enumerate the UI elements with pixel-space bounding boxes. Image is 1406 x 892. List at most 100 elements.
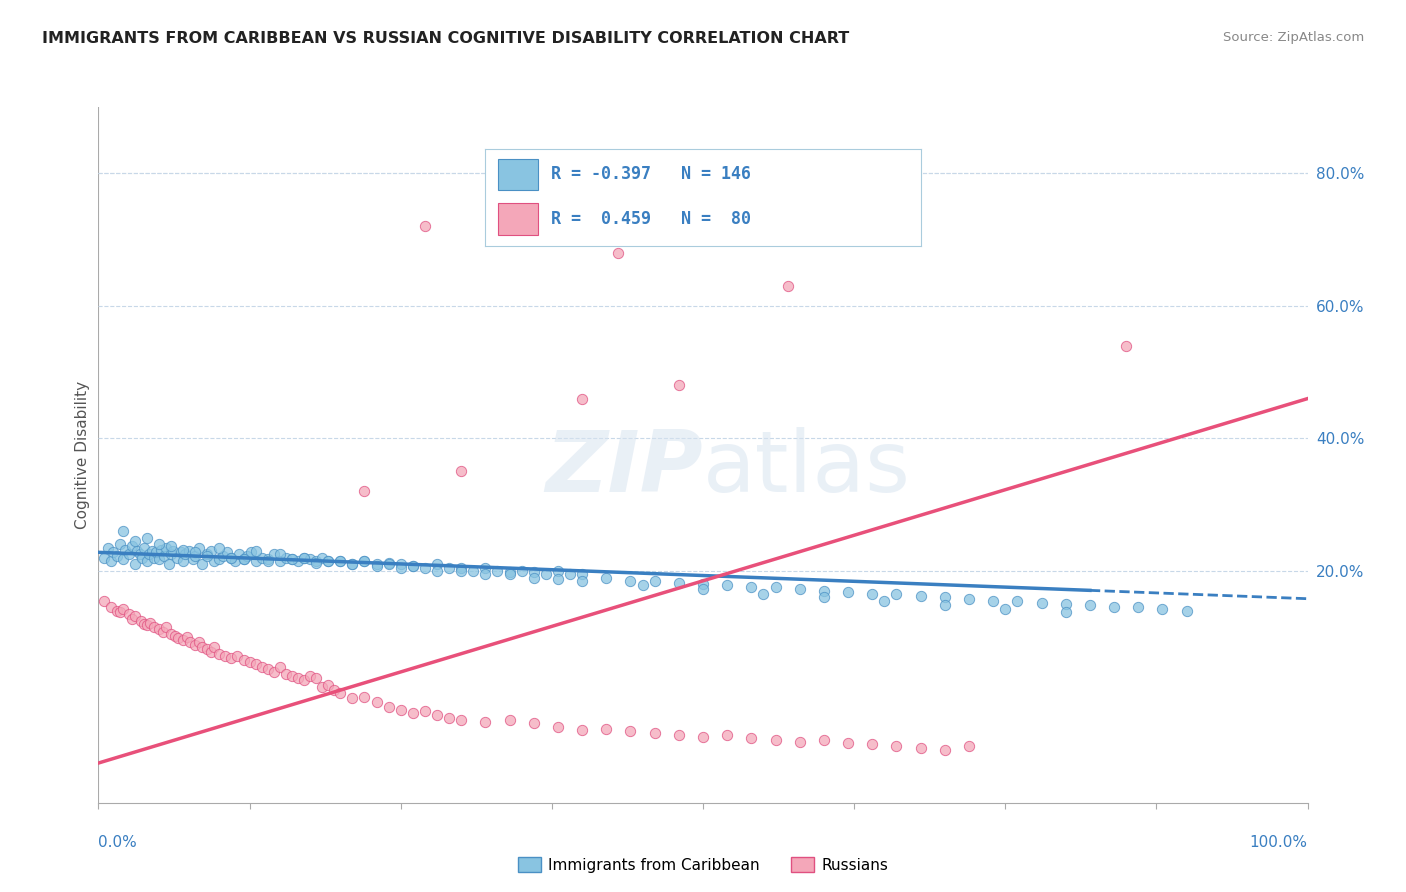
Point: [837, 585, 859, 599]
Bar: [498, 159, 537, 190]
Point: [389, 703, 412, 717]
Point: [692, 582, 714, 597]
Point: [437, 711, 460, 725]
Point: [486, 564, 509, 578]
Point: [316, 678, 339, 692]
Point: [256, 662, 278, 676]
Point: [1054, 597, 1077, 611]
Point: [212, 549, 235, 564]
Point: [389, 558, 412, 572]
Point: [789, 582, 811, 597]
Point: [305, 556, 328, 570]
Point: [195, 549, 218, 564]
Point: [138, 547, 160, 561]
Point: [305, 671, 328, 685]
Point: [167, 632, 190, 646]
Point: [292, 550, 315, 565]
Point: [426, 708, 449, 723]
Legend: Immigrants from Caribbean, Russians: Immigrants from Caribbean, Russians: [512, 851, 894, 879]
Point: [571, 567, 593, 582]
Point: [93, 593, 115, 607]
Point: [450, 564, 472, 578]
Point: [873, 593, 896, 607]
Point: [191, 558, 214, 572]
Point: [148, 552, 170, 566]
Point: [204, 554, 226, 568]
Point: [160, 547, 183, 561]
Point: [1115, 338, 1137, 352]
Point: [450, 560, 472, 574]
Point: [134, 541, 156, 555]
Point: [692, 577, 714, 591]
Point: [124, 558, 146, 572]
Point: [224, 554, 246, 568]
Point: [208, 541, 231, 555]
Point: [172, 633, 194, 648]
Point: [121, 539, 143, 553]
Point: [152, 549, 174, 564]
Point: [236, 549, 259, 564]
Point: [413, 560, 436, 574]
Point: [558, 567, 581, 582]
Point: [547, 572, 569, 586]
Point: [413, 704, 436, 718]
Point: [163, 629, 186, 643]
Point: [595, 722, 617, 736]
Point: [402, 558, 425, 573]
Bar: [498, 203, 537, 235]
Point: [1175, 604, 1198, 618]
Point: [155, 620, 177, 634]
Point: [208, 647, 231, 661]
Point: [129, 614, 152, 628]
Point: [353, 554, 375, 568]
Point: [208, 552, 231, 566]
Point: [232, 653, 254, 667]
Point: [127, 544, 149, 558]
Point: [111, 524, 134, 538]
Point: [187, 635, 209, 649]
Point: [274, 666, 297, 681]
Point: [118, 547, 141, 561]
Point: [668, 728, 690, 742]
Point: [994, 602, 1017, 616]
Text: Source: ZipAtlas.com: Source: ZipAtlas.com: [1223, 31, 1364, 45]
Point: [269, 660, 291, 674]
Point: [176, 630, 198, 644]
Point: [752, 587, 775, 601]
Point: [1152, 602, 1174, 616]
Text: R = -0.397   N = 146: R = -0.397 N = 146: [551, 165, 751, 183]
Point: [292, 550, 315, 565]
Point: [426, 564, 449, 578]
Point: [195, 642, 218, 657]
Point: [571, 723, 593, 737]
Point: [389, 560, 412, 574]
Point: [498, 565, 520, 579]
Point: [1078, 599, 1101, 613]
Point: [957, 591, 980, 606]
Point: [155, 541, 177, 555]
Point: [498, 567, 520, 582]
Point: [184, 549, 207, 564]
Point: [131, 550, 153, 565]
Point: [269, 554, 291, 568]
Text: ZIP: ZIP: [546, 427, 703, 510]
Point: [160, 539, 183, 553]
Point: [172, 554, 194, 568]
Point: [215, 545, 238, 559]
Point: [765, 581, 787, 595]
Point: [450, 713, 472, 727]
Point: [886, 587, 908, 601]
Point: [813, 732, 835, 747]
Point: [287, 554, 309, 568]
Point: [619, 574, 641, 588]
Point: [547, 720, 569, 734]
Point: [311, 550, 333, 565]
Text: 0.0%: 0.0%: [98, 836, 138, 850]
Point: [105, 549, 128, 564]
Point: [716, 578, 738, 592]
Point: [765, 732, 787, 747]
Point: [250, 550, 273, 565]
Point: [226, 648, 249, 663]
Point: [402, 558, 425, 573]
Point: [299, 668, 322, 682]
